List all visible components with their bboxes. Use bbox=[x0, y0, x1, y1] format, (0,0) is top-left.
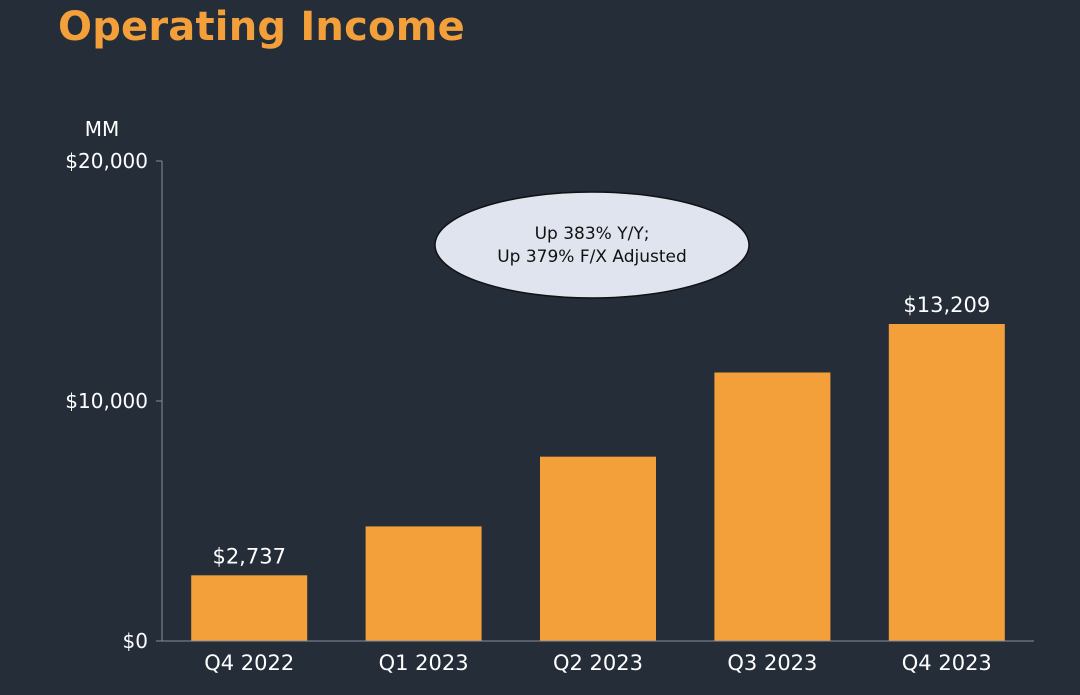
y-tick-label: $0 bbox=[123, 629, 148, 653]
y-axis: $0 $10,000 $20,000 bbox=[65, 149, 163, 653]
bar bbox=[191, 575, 308, 641]
callout-ellipse bbox=[434, 191, 750, 299]
chart-title: Operating Income bbox=[58, 4, 465, 50]
bar bbox=[365, 526, 482, 641]
x-tick-label: Q2 2023 bbox=[553, 651, 643, 675]
x-axis: Q4 2022 Q1 2023 Q2 2023 Q3 2023 Q4 2023 bbox=[162, 640, 1034, 675]
bar bbox=[888, 323, 1005, 641]
callout-line-2: Up 379% F/X Adjusted bbox=[497, 247, 687, 267]
y-unit-label: MM bbox=[85, 117, 120, 141]
callout-line-1: Up 383% Y/Y; bbox=[535, 224, 650, 244]
growth-callout: Up 383% Y/Y; Up 379% F/X Adjusted bbox=[434, 191, 750, 299]
x-tick-label: Q3 2023 bbox=[727, 651, 817, 675]
bars-group: $2,737 $13,209 bbox=[191, 293, 1005, 641]
y-tick-label: $10,000 bbox=[65, 389, 148, 413]
x-tick-label: Q1 2023 bbox=[379, 651, 469, 675]
y-tick-label: $20,000 bbox=[65, 149, 148, 173]
bar bbox=[540, 456, 656, 641]
bar-data-label: $13,209 bbox=[903, 293, 990, 317]
x-tick-label: Q4 2023 bbox=[902, 651, 992, 675]
x-tick-label: Q4 2022 bbox=[204, 651, 294, 675]
bar bbox=[714, 372, 831, 641]
bar-data-label: $2,737 bbox=[212, 544, 285, 568]
